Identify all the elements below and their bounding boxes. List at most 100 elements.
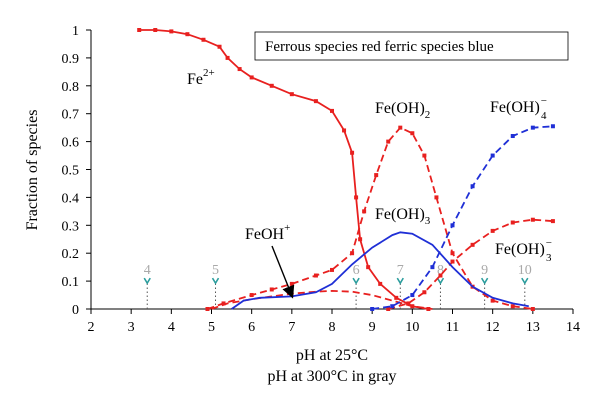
y-tick-label: 0.6 [62,136,80,151]
gray-ph-marker [352,277,360,285]
y-tick-label: 1 [72,24,79,39]
x-tick-label: 4 [168,320,175,335]
series-point-fe2 [137,28,142,32]
series-point-fe2 [378,281,383,286]
x-tick-label: 14 [566,320,580,335]
x-tick-label: 10 [405,320,419,335]
label-feoh3: Fe(OH)3 [375,206,431,227]
series-point-fe-oh-3-ferrous [530,217,535,222]
y-tick-group: 0 0.1 0.2 0.3 0.4 0.5 0.6 0.7 0.8 0.9 1 [62,24,91,318]
label-fe2-sup: 2+ [203,67,215,79]
y-tick-label: 0.9 [62,52,80,67]
series-point-fe-oh-2 [434,195,439,200]
series-point-fe-oh-3-ferrous [438,273,443,278]
series-point-fe-oh-4 [410,293,415,298]
series-line-fe2 [139,29,429,310]
label-feoh2-sub: 2 [425,109,431,121]
series-point-fe-oh-4 [370,307,375,311]
series-point-fe2 [201,37,206,42]
series-point-fe-oh-2 [362,209,367,214]
gray-ph-marker [396,277,404,285]
series-point-fe2 [342,128,347,133]
label-feoh: FeOH+ [245,222,290,243]
x-tick-label: 11 [446,320,459,335]
series-line-fe-oh-3-ferric [231,231,529,310]
series-point-fe2 [313,99,318,104]
series-point-fe-oh-2 [330,267,334,272]
series-point-fe-oh-3-ferrous [550,219,555,224]
series-point-fe2 [394,295,399,300]
label-feoh2-base: Fe(OH) [375,100,425,117]
label-feoh-sup: + [284,222,290,234]
series-point-fe-oh-3-ferrous [406,301,411,306]
x-tick-label: 12 [486,320,500,335]
x-tick-label: 2 [88,320,95,335]
gray-ph-label: 10 [518,263,532,278]
series-point-fe-oh-3-ferrous [422,290,427,295]
x-tick-label: 5 [208,320,215,335]
y-tick-label: 0.1 [62,275,80,290]
series-point-fe2 [269,83,274,88]
label-feoh4-sub: 4 [541,110,547,122]
label-feoh3m-base: Fe(OH) [495,241,545,258]
gray-ph-label: 7 [397,263,404,278]
label-feoh3m-sub: 3 [546,252,552,264]
gray-ph-label: 5 [212,263,219,278]
series-point-fe-oh-2 [530,307,535,311]
series-point-fe2 [185,32,190,37]
gray-ph-label: 8 [437,263,444,278]
x-tick-label: 6 [248,320,255,335]
label-feoh2: Fe(OH)2 [375,100,430,121]
series-point-fe-oh-2 [221,301,226,306]
gray-ph-label: 4 [144,263,151,278]
gray-ph-label: 6 [353,263,360,278]
gray-ph-marker [143,277,151,285]
series-point-fe2 [354,195,359,200]
label-feoh3-sub: 3 [425,215,431,227]
label-feoh4-sup: − [541,95,547,107]
series-point-fe2 [249,75,254,80]
y-tick-label: 0.2 [62,247,80,262]
series-point-fe-oh-4 [530,125,535,130]
series-point-fe-oh-4 [450,223,455,228]
series-point-fe-oh-2 [249,293,254,298]
series-point-fe-oh-4 [430,265,435,270]
label-feoh4-base: Fe(OH) [490,99,540,116]
series-point-fe-oh-4 [550,124,555,129]
label-feoh4: Fe(OH)− 4 [490,95,547,122]
series-point-fe-oh-2 [410,131,415,136]
series-point-fe2 [225,55,230,60]
series-point-fe-oh-2 [386,139,391,144]
feoh-arrow [271,245,295,299]
label-fe2-base: Fe [187,71,203,88]
series-point-fe-oh-2 [374,173,379,178]
x-axis-title: pH at 25°C [296,347,368,364]
series-point-fe-oh-3-ferrous [490,228,495,233]
series-point-fe-oh-4 [490,153,495,158]
series-point-fe2 [358,237,363,242]
series-point-fe2 [289,92,294,97]
label-fe2: Fe2+ [187,67,215,88]
legend-note: Ferrous species red ferric species blue [265,39,494,55]
x-tick-label: 8 [329,320,336,335]
x-tick-label: 7 [288,320,295,335]
y-axis-title: Fraction of species [24,110,41,231]
series-point-fe-oh-2 [422,153,427,158]
series-point-fe-oh-3-ferrous [450,259,455,264]
series-point-fe-oh-2 [205,307,210,311]
gray-ph-label: 9 [481,263,488,278]
series-point-fe-oh-4 [510,134,515,139]
x-tick-label: 13 [526,320,540,335]
series-point-fe2 [237,67,242,72]
series-group [137,28,555,311]
x-tick-label: 9 [369,320,376,335]
series-point-fe2 [169,29,174,34]
series-point-fe-oh-2 [350,251,355,256]
x-tick-label: 3 [128,320,135,335]
y-tick-label: 0.7 [62,108,80,123]
gray-ph-markers: 4 5 6 7 8 9 10 [143,263,532,309]
y-tick-label: 0.3 [62,219,80,234]
series-point-fe-oh-3-ferrous [510,220,515,225]
